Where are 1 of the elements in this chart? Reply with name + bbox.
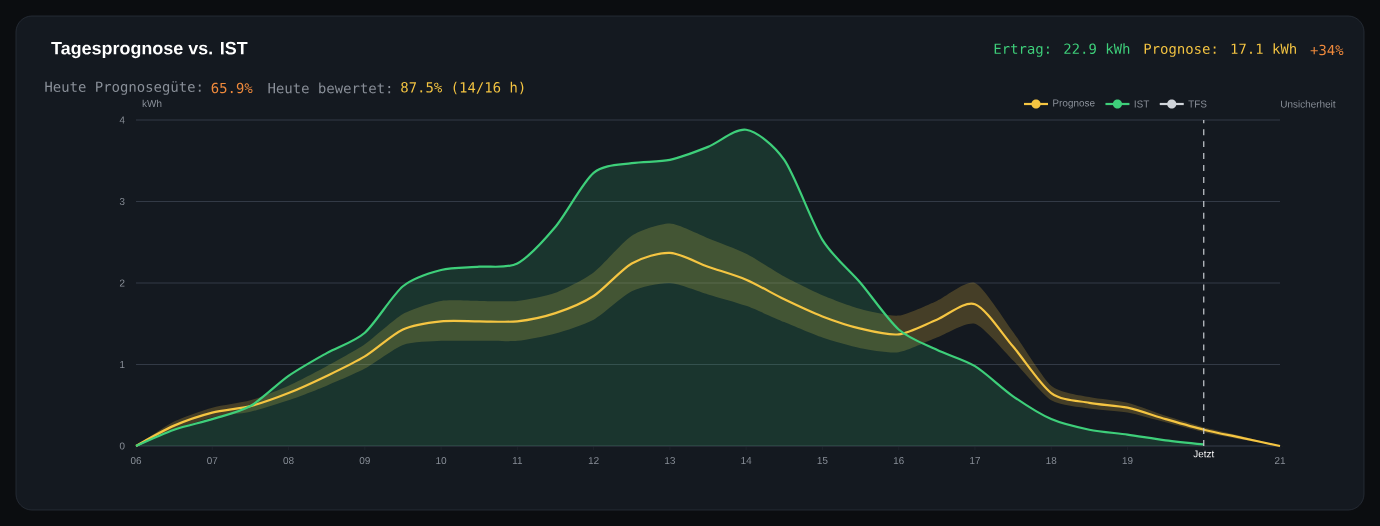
chart-title: Tagesprognose vs. IST (51, 41, 248, 59)
